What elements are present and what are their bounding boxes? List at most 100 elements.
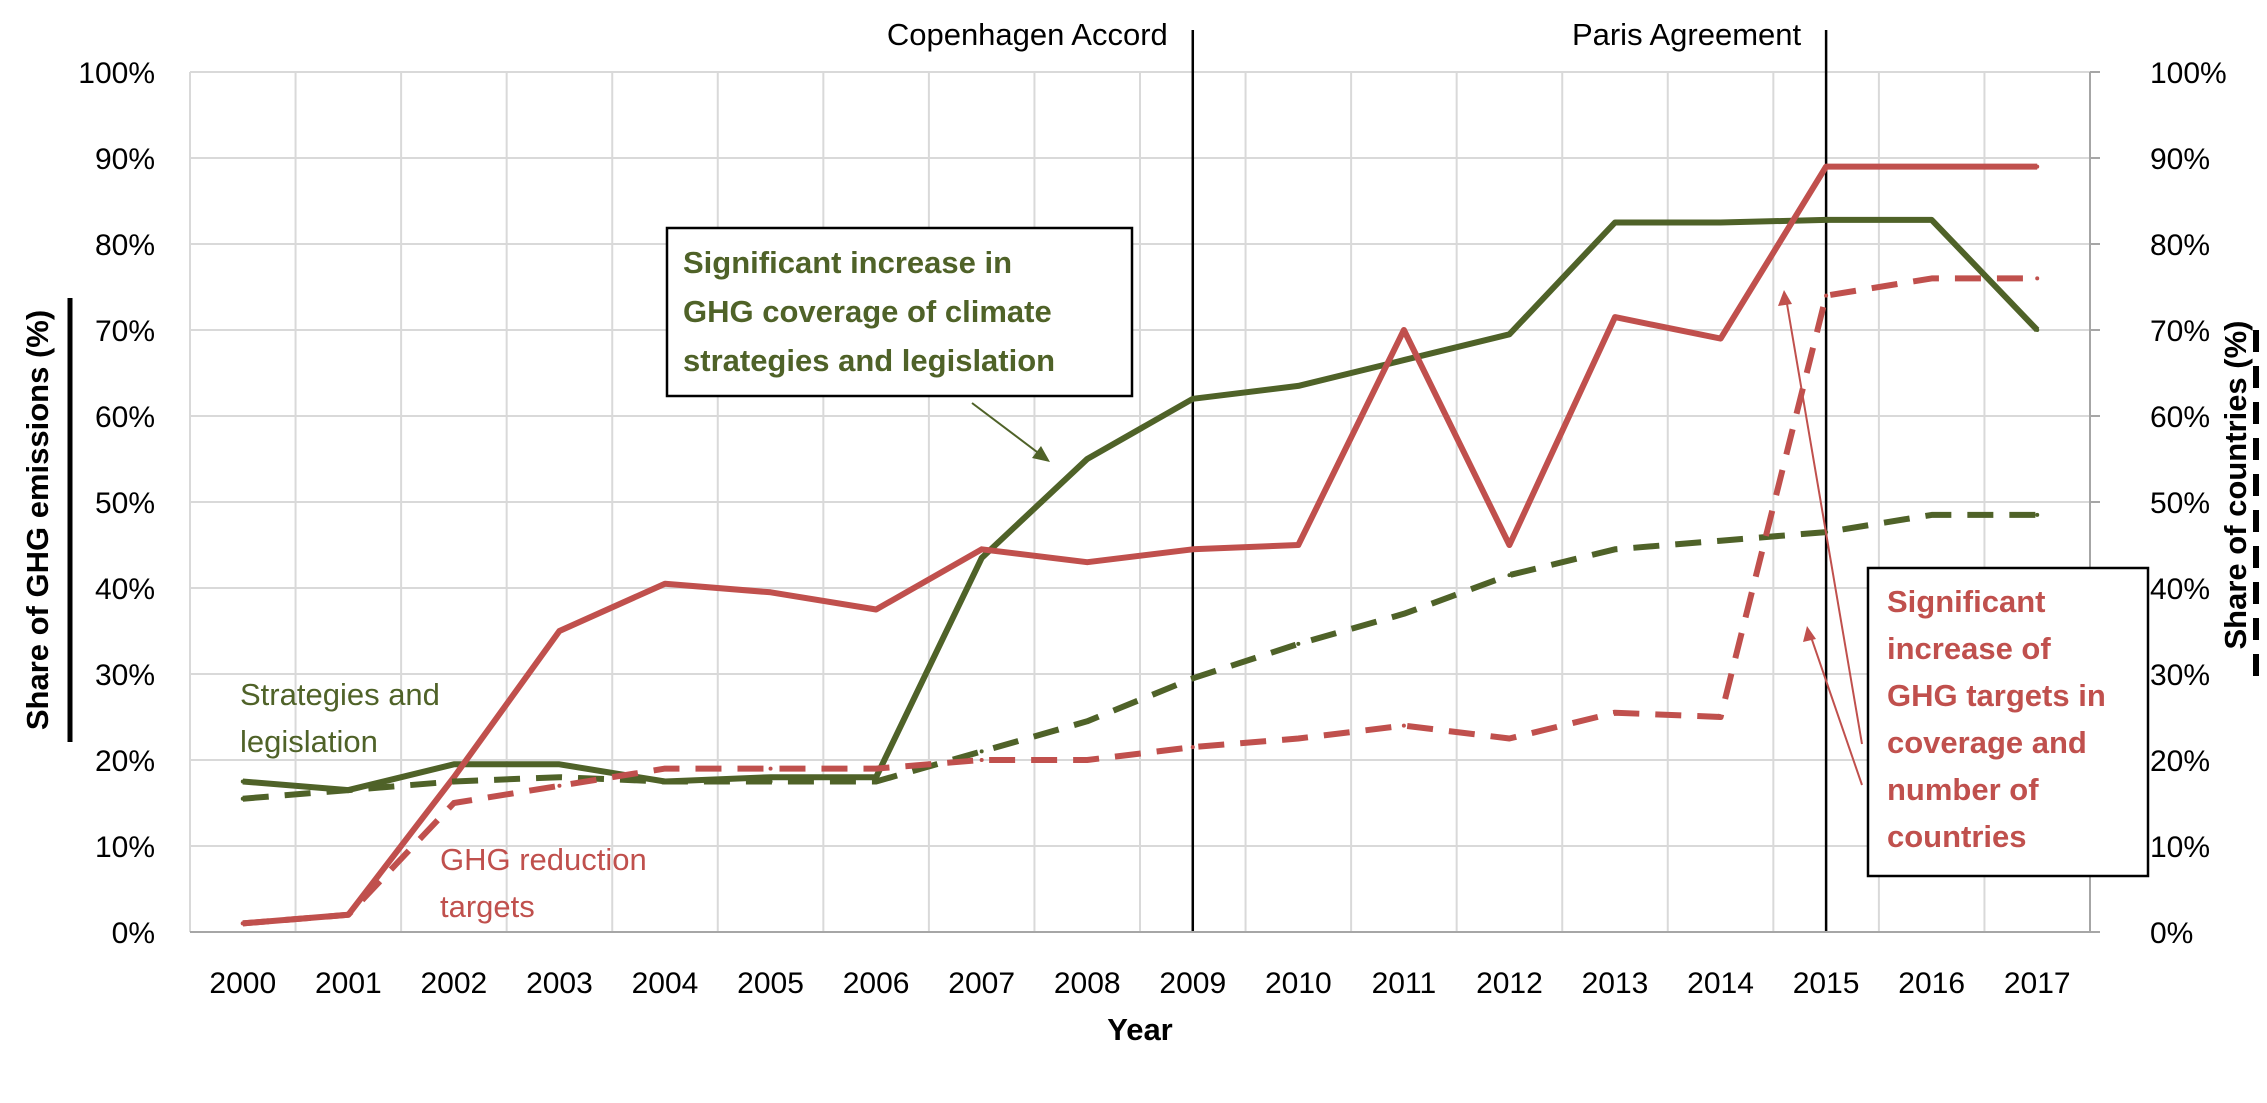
red-callout-text: number of [1887,772,2039,807]
right-tick-label: 20% [2150,745,2210,778]
data-point-targets_countries [979,758,984,762]
right-tick-label: 0% [2150,917,2193,950]
series-line-targets_ghg [242,163,2038,927]
data-point-targets_ghg [1507,543,1512,547]
x-tick-label: 2003 [526,967,593,1000]
data-point-targets_ghg [1824,164,1829,169]
targets-series-label: GHG reduction [440,842,647,877]
data-point-strategies_countries [2035,512,2040,517]
right-tick-label: 80% [2150,229,2210,262]
data-point-targets_countries [768,766,773,771]
green-callout-text: GHG coverage of climate [683,294,1052,329]
data-point-targets_countries [1507,736,1512,741]
x-tick-label: 2017 [2004,967,2071,1000]
data-point-strategies_ghg [1190,396,1195,401]
data-point-targets_ghg [451,775,456,780]
data-point-targets_ghg [979,547,984,552]
red-callout-box [1866,566,2150,878]
grid [189,71,2091,933]
data-point-strategies_countries [768,779,773,784]
data-point-targets_ghg [1613,315,1617,320]
data-point-strategies_countries [1401,611,1406,616]
right-tick-label: 60% [2150,401,2210,434]
data-point-targets_countries [2035,276,2040,281]
y-tick-label: 10% [95,831,155,864]
y-axis-title-left: Share of GHG emissions (%) [20,310,55,730]
data-point-targets_countries [663,766,667,771]
x-axis-title: Year [1107,1012,1173,1047]
data-point-targets_countries [1085,758,1090,762]
data-point-targets_ghg [663,581,667,586]
y-tick-label: 100% [78,57,155,90]
data-point-strategies_ghg [1613,220,1617,225]
red-callout-text: GHG targets in [1887,678,2106,713]
green-callout-arrowhead [1032,446,1050,462]
data-point-strategies_ghg [557,762,562,767]
data-point-targets_countries [346,912,351,917]
right-tick-label: 50% [2150,487,2210,520]
data-point-strategies_ghg [2035,328,2040,332]
x-tick-label: 2015 [1793,967,1860,1000]
data-point-strategies_ghg [1296,383,1301,388]
green-callout-text: strategies and legislation [683,343,1055,378]
data-point-strategies_countries [874,779,879,784]
red-callout-text: coverage and [1887,725,2087,760]
right-tick-label: 10% [2150,831,2210,864]
event-lines: Copenhagen Accord Paris Agreement [887,17,1828,932]
y-tick-label: 70% [95,315,155,348]
right-tick-label: 70% [2150,315,2210,348]
data-point-strategies_countries [1507,573,1512,578]
y-tick-label: 0% [112,917,155,950]
data-point-strategies_ghg [240,779,245,784]
data-point-strategies_countries [1085,719,1090,724]
y-tick-label: 60% [95,401,155,434]
y-tick-label: 30% [95,659,155,692]
data-point-strategies_ghg [979,555,984,560]
data-point-targets_ghg [1190,547,1195,552]
y-tick-label: 90% [95,143,155,176]
data-point-strategies_countries [1190,676,1195,681]
data-point-targets_countries [240,921,245,926]
x-tick-label: 2013 [1582,967,1649,1000]
green-callout-text: Significant increase in [683,245,1012,280]
x-tick-label: 2004 [632,967,699,1000]
data-point-targets_ghg [1929,164,1934,169]
data-point-strategies_ghg [1401,358,1406,363]
data-point-targets_countries [557,783,562,788]
right-tick-label: 90% [2150,143,2210,176]
right-tick-label: 40% [2150,573,2210,606]
red-callout-arrow-1 [1785,297,1863,745]
green-callout-box [665,226,1134,398]
data-point-targets_ghg [1401,328,1406,332]
data-point-targets_countries [1929,276,1934,281]
green-callout-arrow [971,402,1046,459]
annotations: Strategies and legislation GHG reduction ta… [240,226,2150,924]
data-point-targets_countries [451,801,456,805]
data-point-strategies_countries [663,779,667,784]
data-point-targets_countries [1824,293,1829,298]
data-point-targets_countries [1401,723,1406,728]
data-point-strategies_countries [1929,512,1934,517]
data-point-targets_ghg [874,607,879,612]
x-tick-label: 2008 [1054,967,1121,1000]
red-callout-arrowhead-2 [1803,626,1816,642]
data-point-strategies_countries [557,775,562,780]
data-point-strategies_ghg [1929,217,1934,222]
y-axis-title-right: Share of countries (%) [2218,321,2253,650]
series-lines [240,163,2040,927]
data-point-targets_ghg [768,590,773,595]
x-tick-label: 2001 [315,967,382,1000]
data-point-targets_ghg [1296,543,1301,547]
data-point-targets_countries [1190,745,1195,750]
data-point-targets_ghg [2035,164,2040,169]
strategies-series-label: legislation [240,724,378,759]
x-tick-label: 2000 [209,967,276,1000]
data-point-strategies_ghg [451,762,456,767]
y-tick-label: 50% [95,487,155,520]
data-point-strategies_countries [1613,547,1617,552]
data-point-targets_countries [1296,736,1301,741]
y-tick-label: 80% [95,229,155,262]
data-point-strategies_countries [240,796,245,801]
series-line-strategies_countries [242,511,2038,802]
